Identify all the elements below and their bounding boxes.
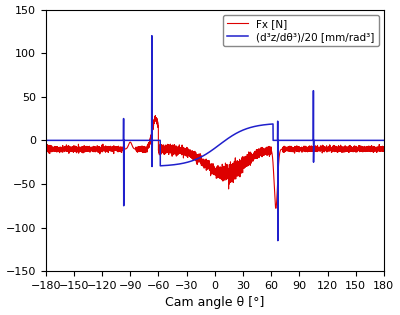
(d³z/dθ³)/20 [mm/rad³] <box>382 139 386 142</box>
X-axis label: Cam angle θ [°]: Cam angle θ [°] <box>165 296 264 309</box>
(d³z/dθ³)/20 [mm/rad³] <box>158 164 163 168</box>
(d³z/dθ³)/20 [mm/rad³] <box>367 139 372 142</box>
Line: (d³z/dθ³)/20 [mm/rad³]: (d³z/dθ³)/20 [mm/rad³] <box>46 36 384 241</box>
(d³z/dθ³)/20 [mm/rad³] <box>275 239 280 243</box>
Fx [N] <box>153 114 158 117</box>
(d³z/dθ³)/20 [mm/rad³] <box>300 139 305 142</box>
(d³z/dθ³)/20 [mm/rad³] <box>203 152 208 156</box>
(d³z/dθ³)/20 [mm/rad³] <box>150 34 154 37</box>
Fx [N] <box>274 207 278 210</box>
Line: Fx [N]: Fx [N] <box>46 116 384 209</box>
Fx [N] <box>367 148 372 152</box>
Legend: Fx [N], (d³z/dθ³)/20 [mm/rad³]: Fx [N], (d³z/dθ³)/20 [mm/rad³] <box>223 15 379 46</box>
(d³z/dθ³)/20 [mm/rad³] <box>363 139 368 142</box>
(d³z/dθ³)/20 [mm/rad³] <box>43 139 48 142</box>
Fx [N] <box>158 146 163 150</box>
Fx [N] <box>290 146 295 150</box>
Fx [N] <box>382 148 386 152</box>
(d³z/dθ³)/20 [mm/rad³] <box>290 139 295 142</box>
Fx [N] <box>43 147 48 151</box>
Fx [N] <box>300 148 305 152</box>
Fx [N] <box>203 162 208 166</box>
Fx [N] <box>363 148 368 152</box>
